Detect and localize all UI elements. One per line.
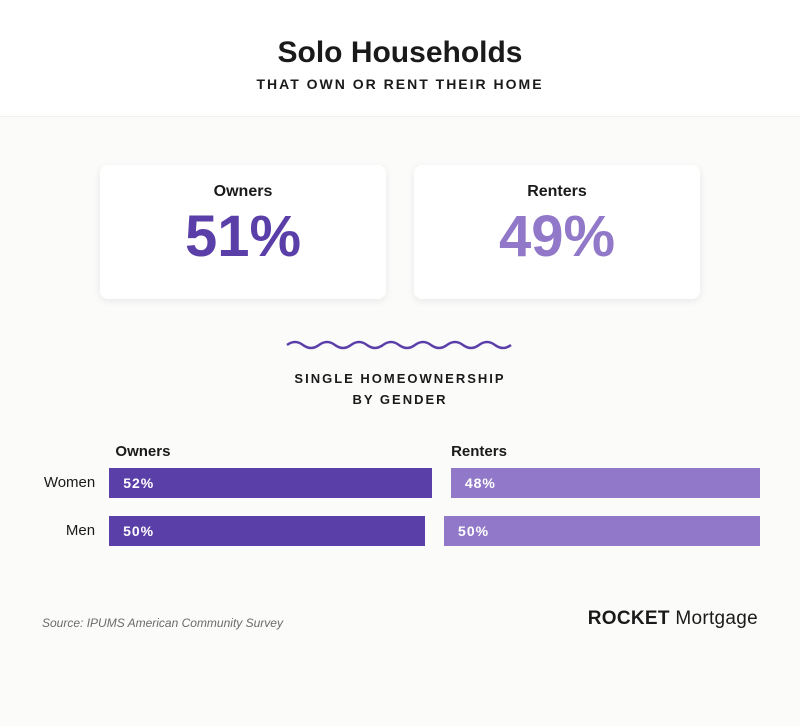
bar-women-owners: 52% <box>109 468 432 498</box>
row-label-men: Men <box>40 522 109 539</box>
stat-cards: Owners 51% Renters 49% <box>0 117 800 339</box>
bar-women-renters: 48% <box>451 468 760 498</box>
page-title: Solo Households <box>0 36 800 70</box>
col-header-renters: Renters <box>443 443 760 460</box>
source-text: Source: IPUMS American Community Survey <box>42 616 283 630</box>
col-header-owners: Owners <box>107 443 424 460</box>
section-title-line1: SINGLE HOMEOWNERSHIP <box>294 371 505 386</box>
renters-value: 49% <box>414 205 700 269</box>
page-subtitle: THAT OWN OR RENT THEIR HOME <box>0 76 800 92</box>
bar-row-men: Men 50% 50% <box>40 516 760 546</box>
renters-card: Renters 49% <box>414 165 700 299</box>
renters-label: Renters <box>414 183 700 201</box>
rocket-mortgage-logo: ROCKET Mortgage <box>588 608 758 630</box>
column-headers: Owners Renters <box>40 443 760 460</box>
owners-label: Owners <box>100 183 386 201</box>
bar-row-women: Women 52% 48% <box>40 468 760 498</box>
section-title-line2: BY GENDER <box>352 392 447 407</box>
bar-men-renters: 50% <box>444 516 760 546</box>
wave-divider-icon <box>285 339 515 351</box>
owners-card: Owners 51% <box>100 165 386 299</box>
bar-chart: Owners Renters Women 52% 48% Men 50% 50% <box>0 443 800 546</box>
footer: Source: IPUMS American Community Survey … <box>0 564 800 630</box>
header: Solo Households THAT OWN OR RENT THEIR H… <box>0 0 800 117</box>
row-label-women: Women <box>40 474 109 491</box>
col-gap <box>424 443 443 460</box>
owners-value: 51% <box>100 205 386 269</box>
logo-light: Mortgage <box>670 608 758 629</box>
spacer <box>40 443 107 460</box>
section-title: SINGLE HOMEOWNERSHIP BY GENDER <box>0 369 800 411</box>
bar-men-owners: 50% <box>109 516 425 546</box>
logo-heavy: ROCKET <box>588 608 670 629</box>
